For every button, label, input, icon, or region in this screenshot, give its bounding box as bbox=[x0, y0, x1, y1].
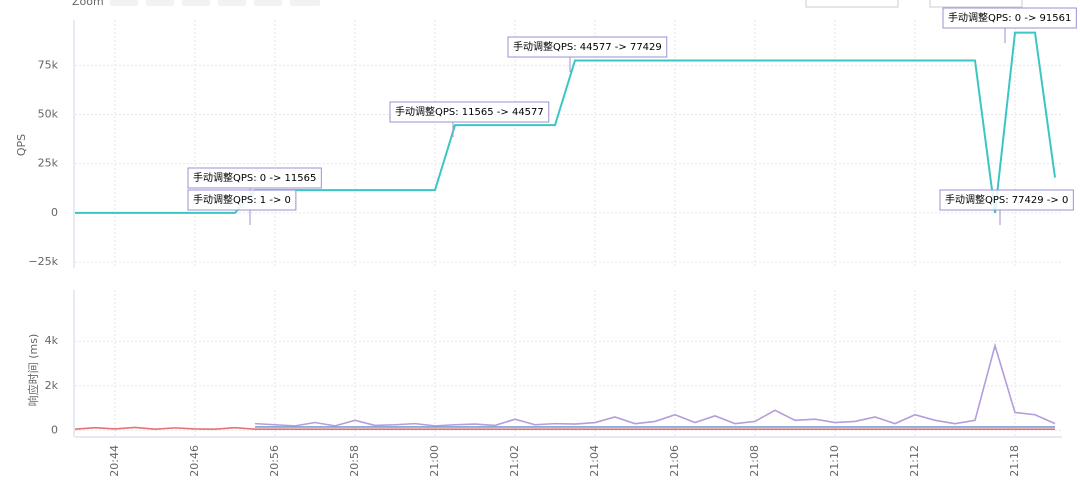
annotation-text: 手动调整QPS: 0 -> 91561 bbox=[948, 11, 1071, 24]
annotation: 手动调整QPS: 11565 -> 44577 bbox=[389, 101, 550, 137]
zoom-label: Zoom bbox=[72, 0, 104, 8]
x-tick-label: 21:04 bbox=[588, 445, 601, 477]
annotation: 手动调整QPS: 1 -> 0 bbox=[187, 189, 297, 225]
x-tick-label: 21:02 bbox=[508, 445, 521, 477]
y-tick-label: −25k bbox=[28, 255, 58, 268]
annotation-text: 手动调整QPS: 77429 -> 0 bbox=[945, 193, 1068, 206]
annotation-box bbox=[389, 101, 550, 123]
y-axis-title: 响应时间 (ms) bbox=[26, 334, 40, 407]
y-tick-label: 4k bbox=[45, 334, 59, 347]
annotation-text: 手动调整QPS: 11565 -> 44577 bbox=[395, 105, 544, 118]
annotation: 手动调整QPS: 44577 -> 77429 bbox=[507, 36, 668, 72]
x-tick-label: 21:06 bbox=[668, 445, 681, 477]
x-tick-label: 21:08 bbox=[748, 445, 761, 477]
y-tick-label: 25k bbox=[38, 157, 59, 170]
annotation-box bbox=[939, 189, 1074, 211]
series-line bbox=[74, 426, 1055, 431]
zoom-button[interactable] bbox=[218, 0, 246, 6]
y-tick-label: 50k bbox=[38, 107, 59, 120]
annotation-text: 手动调整QPS: 0 -> 11565 bbox=[193, 171, 316, 184]
annotation-box bbox=[942, 7, 1077, 29]
zoom-button[interactable] bbox=[254, 0, 282, 6]
annotation-box bbox=[187, 167, 322, 189]
date-input[interactable] bbox=[929, 0, 1023, 8]
zoom-button[interactable] bbox=[290, 0, 320, 6]
annotation-text: 手动调整QPS: 44577 -> 77429 bbox=[513, 40, 662, 53]
x-tick-label: 20:58 bbox=[348, 445, 361, 477]
x-tick-label: 20:44 bbox=[108, 445, 121, 477]
x-tick-label: 21:10 bbox=[828, 445, 841, 477]
zoom-button[interactable] bbox=[110, 0, 138, 6]
annotation: 手动调整QPS: 77429 -> 0 bbox=[939, 189, 1074, 225]
y-tick-label: 0 bbox=[51, 206, 58, 219]
x-tick-label: 21:18 bbox=[1008, 445, 1021, 477]
annotation-box bbox=[507, 36, 668, 58]
date-input[interactable] bbox=[805, 0, 899, 8]
y-tick-label: 0 bbox=[51, 423, 58, 436]
x-tick-label: 21:00 bbox=[428, 445, 441, 477]
y-tick-label: 2k bbox=[45, 379, 59, 392]
annotation-box bbox=[187, 189, 297, 211]
zoom-button[interactable] bbox=[146, 0, 174, 6]
annotation: 手动调整QPS: 0 -> 11565 bbox=[187, 167, 322, 203]
x-tick-label: 20:56 bbox=[268, 445, 281, 477]
y-axis-title: QPS bbox=[15, 134, 28, 156]
zoom-button[interactable] bbox=[182, 0, 210, 6]
x-tick-label: 20:46 bbox=[188, 445, 201, 477]
series-line bbox=[254, 342, 1056, 427]
y-tick-label: 75k bbox=[38, 58, 59, 71]
x-tick-label: 21:12 bbox=[908, 445, 921, 477]
annotation-text: 手动调整QPS: 1 -> 0 bbox=[193, 193, 291, 206]
annotation: 手动调整QPS: 0 -> 91561 bbox=[942, 7, 1077, 43]
